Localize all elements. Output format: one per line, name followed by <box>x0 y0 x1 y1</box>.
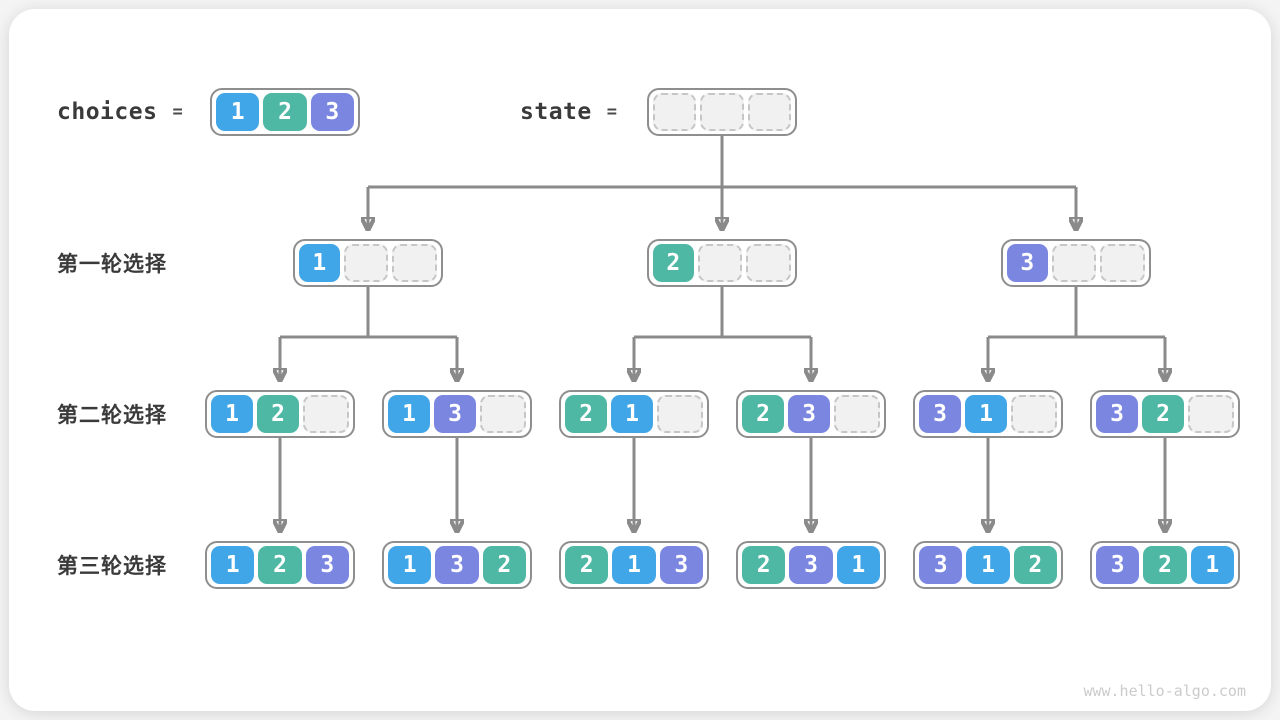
array-cell <box>1188 395 1234 433</box>
array-cell: 1 <box>211 395 253 433</box>
array-cell <box>747 93 791 131</box>
array-cell <box>657 395 703 433</box>
array-cell <box>392 244 438 282</box>
choices-label: choices <box>57 99 158 125</box>
array-cell: 1 <box>836 546 880 584</box>
array-cell: 1 <box>612 546 656 584</box>
array-cell <box>303 395 349 433</box>
array-cell: 3 <box>1096 395 1138 433</box>
array-cell: 1 <box>1190 546 1234 584</box>
array-cell: 2 <box>263 93 307 131</box>
row-label-round-2: 第二轮选择 <box>57 404 167 427</box>
array-cell: 3 <box>310 93 354 131</box>
array-cell: 2 <box>257 395 299 433</box>
round2-node-4: 3 1 <box>913 390 1063 438</box>
round3-node-5: 3 2 1 <box>1090 541 1240 589</box>
state-label: state <box>520 99 592 125</box>
array-cell <box>1100 244 1146 282</box>
array-cell: 2 <box>742 546 786 584</box>
array-cell <box>697 244 743 282</box>
row-label-round-1: 第一轮选择 <box>57 253 167 276</box>
array-cell: 3 <box>434 395 476 433</box>
array-cell: 2 <box>742 395 784 433</box>
state-label-group: state = <box>520 88 617 136</box>
array-cell <box>746 244 792 282</box>
array-cell <box>834 395 880 433</box>
round3-node-4: 3 1 2 <box>913 541 1063 589</box>
site-watermark: www.hello-algo.com <box>1083 682 1246 700</box>
array-cell: 1 <box>611 395 653 433</box>
array-cell: 1 <box>216 93 260 131</box>
array-cell: 3 <box>789 546 833 584</box>
array-cell: 3 <box>1096 546 1140 584</box>
array-cell: 2 <box>565 546 609 584</box>
round3-node-1: 1 3 2 <box>382 541 532 589</box>
array-cell: 2 <box>1143 546 1187 584</box>
round2-node-2: 2 1 <box>559 390 709 438</box>
array-cell: 3 <box>919 395 961 433</box>
round2-node-1: 1 3 <box>382 390 532 438</box>
array-cell: 3 <box>659 546 703 584</box>
array-cell: 2 <box>565 395 607 433</box>
round3-node-3: 2 3 1 <box>736 541 886 589</box>
array-cell: 2 <box>653 244 694 282</box>
array-cell: 3 <box>305 546 349 584</box>
round1-node-2: 3 <box>1001 239 1151 287</box>
array-cell: 3 <box>919 546 963 584</box>
round1-node-0: 1 <box>293 239 443 287</box>
array-cell <box>653 93 697 131</box>
array-cell: 1 <box>966 546 1010 584</box>
round3-node-2: 2 1 3 <box>559 541 709 589</box>
equals-sign: = <box>172 102 183 122</box>
round2-node-0: 1 2 <box>205 390 355 438</box>
array-cell: 2 <box>1013 546 1057 584</box>
state-array <box>647 88 797 136</box>
array-cell <box>343 244 389 282</box>
equals-sign: = <box>606 102 617 122</box>
round2-node-3: 2 3 <box>736 390 886 438</box>
round3-node-0: 1 2 3 <box>205 541 355 589</box>
array-cell <box>700 93 744 131</box>
array-cell: 2 <box>482 546 526 584</box>
array-cell <box>480 395 526 433</box>
array-cell <box>1051 244 1097 282</box>
array-cell: 1 <box>388 395 430 433</box>
row-label-round-3: 第三轮选择 <box>57 555 167 578</box>
round1-node-1: 2 <box>647 239 797 287</box>
array-cell <box>1011 395 1057 433</box>
array-cell: 1 <box>299 244 340 282</box>
round2-node-5: 3 2 <box>1090 390 1240 438</box>
array-cell: 1 <box>388 546 432 584</box>
array-cell: 3 <box>788 395 830 433</box>
array-cell: 3 <box>1007 244 1048 282</box>
array-cell: 1 <box>211 546 255 584</box>
choices-array: 1 2 3 <box>210 88 360 136</box>
array-cell: 2 <box>1142 395 1184 433</box>
array-cell: 1 <box>965 395 1007 433</box>
array-cell: 3 <box>435 546 479 584</box>
choices-label-group: choices = <box>57 88 183 136</box>
array-cell: 2 <box>258 546 302 584</box>
